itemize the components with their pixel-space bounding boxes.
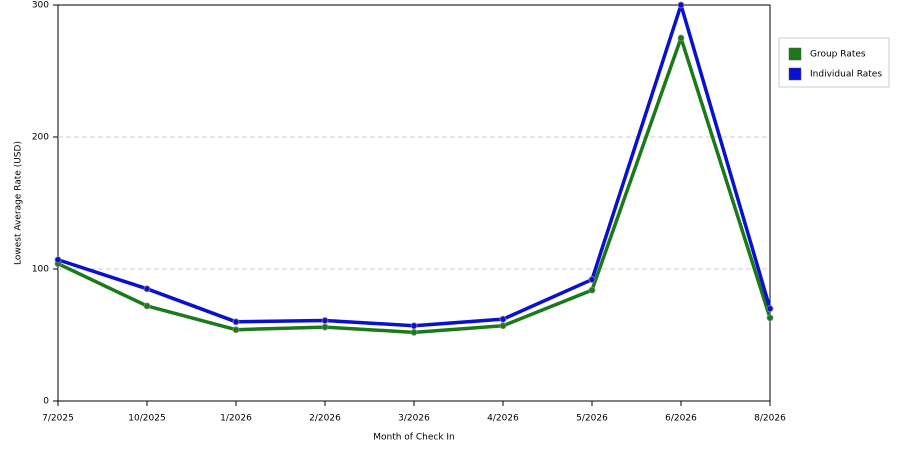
x-tick-label: 6/2026 — [665, 414, 697, 424]
legend-swatch — [788, 47, 802, 61]
data-point — [143, 285, 151, 293]
x-tick-label: 5/2026 — [576, 414, 608, 424]
x-tick-label: 1/2026 — [220, 414, 252, 424]
data-point — [54, 256, 62, 264]
data-point — [410, 328, 418, 336]
legend-swatch — [788, 67, 802, 81]
y-tick-label: 100 — [32, 265, 49, 275]
legend-label: Individual Rates — [810, 70, 882, 80]
data-point — [321, 323, 329, 331]
data-point — [499, 322, 507, 330]
y-tick-label: 0 — [43, 397, 49, 407]
x-tick-label: 4/2026 — [487, 414, 519, 424]
y-tick-label: 300 — [32, 1, 49, 11]
data-point — [321, 317, 329, 324]
data-point — [766, 305, 774, 313]
x-axis-label: Month of Check In — [373, 433, 455, 443]
data-point — [588, 286, 596, 294]
data-point — [499, 315, 507, 323]
legend-label: Group Rates — [810, 50, 866, 60]
x-tick-label: 7/2025 — [42, 414, 74, 424]
data-point — [143, 302, 151, 310]
y-axis-label: Lowest Average Rate (USD) — [14, 141, 24, 265]
x-tick-label: 8/2026 — [754, 414, 786, 424]
data-point — [677, 1, 685, 9]
data-point — [410, 322, 418, 330]
x-tick-label: 10/2025 — [128, 414, 165, 424]
data-point — [232, 318, 240, 326]
x-tick-label: 2/2026 — [309, 414, 341, 424]
data-point — [766, 314, 774, 322]
x-tick-label: 3/2026 — [398, 414, 430, 424]
data-point — [232, 326, 240, 334]
y-tick-label: 200 — [32, 133, 49, 143]
data-point — [677, 34, 685, 42]
data-point — [588, 276, 596, 283]
